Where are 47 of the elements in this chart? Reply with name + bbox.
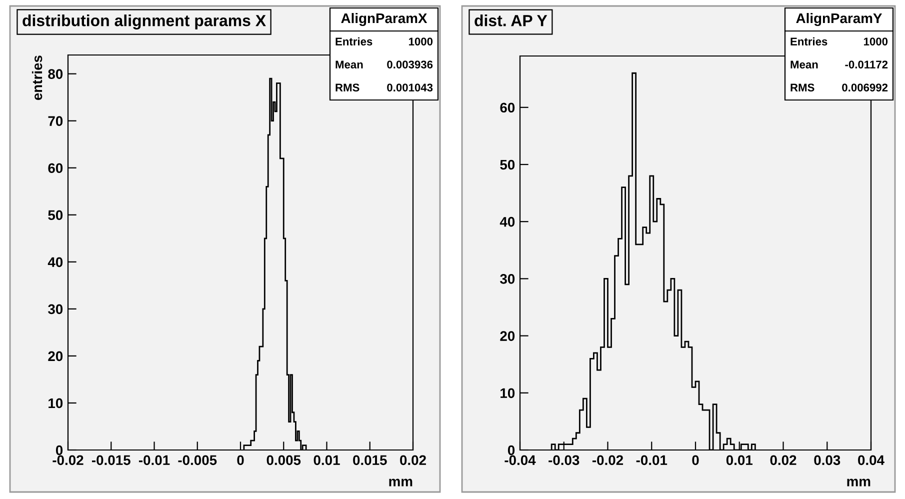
chart-title: dist. AP Y xyxy=(474,14,548,26)
x-tick-label: -0.01 xyxy=(636,455,668,466)
y-tick-label: 10 xyxy=(48,398,63,408)
y-tick-label: 0 xyxy=(56,445,63,456)
y-tick-label: 40 xyxy=(48,257,63,268)
y-tick-label: 30 xyxy=(500,274,515,284)
text: RMS 0.001043 xyxy=(336,84,433,92)
x-tick-label: 0.01 xyxy=(726,455,753,466)
text: Mean -0.01172 xyxy=(790,60,888,68)
text: AlignParamY xyxy=(796,12,882,26)
y-tick-label: 50 xyxy=(500,160,515,170)
x-tick-label: -0.005 xyxy=(178,455,217,466)
x-tick-label: -0.02 xyxy=(592,455,624,466)
x-tick-label: 0.02 xyxy=(400,455,426,466)
y-tick-label: 80 xyxy=(48,69,63,79)
x-axis-title: mm xyxy=(389,478,412,486)
x-tick-label: -0.02 xyxy=(52,455,84,466)
text: AlignParamX xyxy=(341,12,428,26)
y-tick-label: 60 xyxy=(500,102,515,113)
y-tick-label: 60 xyxy=(48,163,63,174)
y-axis-title: entries xyxy=(32,56,42,100)
y-tick-label: 20 xyxy=(48,351,63,362)
x-tick-label: 0 xyxy=(237,455,244,466)
x-tick-label: 0.03 xyxy=(814,455,840,466)
x-tick-label: 0.015 xyxy=(353,455,387,466)
text: Entries 1000 xyxy=(336,37,433,46)
y-tick-label: 40 xyxy=(500,216,515,227)
x-tick-label: -0.03 xyxy=(548,455,580,466)
x-tick-label: 0.005 xyxy=(266,455,301,466)
y-tick-label: 0 xyxy=(508,445,515,456)
chart-title: distribution alignment params X xyxy=(22,14,266,30)
y-tick-label: 20 xyxy=(500,331,515,341)
x-tick-label: 0.01 xyxy=(314,455,340,466)
text: RMS 0.006992 xyxy=(790,84,888,92)
x-tick-label: 0.02 xyxy=(770,455,796,466)
text: Mean 0.003936 xyxy=(336,60,433,68)
x-tick-label: 0 xyxy=(692,455,699,466)
y-tick-label: 70 xyxy=(48,116,63,126)
y-tick-label: 50 xyxy=(48,210,63,220)
x-tick-label: -0.04 xyxy=(504,455,536,466)
x-tick-label: -0.01 xyxy=(138,455,170,466)
x-tick-label: 0.04 xyxy=(858,455,884,466)
y-tick-label: 10 xyxy=(500,388,515,398)
text: Entries 1000 xyxy=(790,37,888,46)
x-axis-title: mm xyxy=(847,478,870,486)
x-tick-label: -0.015 xyxy=(92,455,130,466)
y-tick-label: 30 xyxy=(48,304,63,314)
